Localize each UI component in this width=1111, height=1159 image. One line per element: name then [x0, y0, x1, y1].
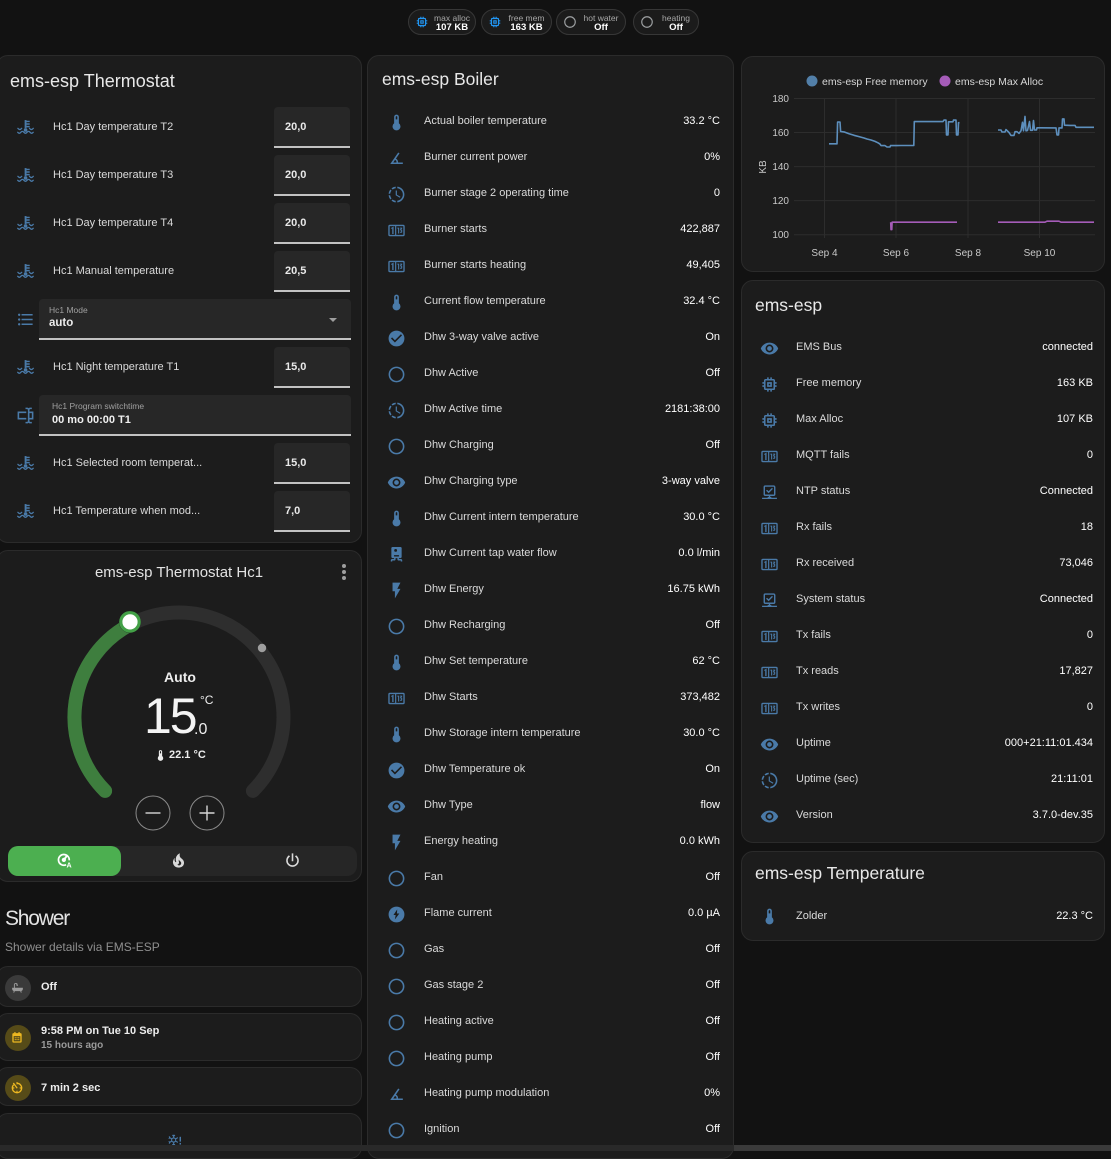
svg-text:A: A [67, 861, 72, 869]
svg-text:ems-esp Max Alloc: ems-esp Max Alloc [955, 76, 1043, 88]
svg-text:ems-esp Free memory: ems-esp Free memory [822, 76, 928, 88]
svg-text:Sep 10: Sep 10 [1024, 248, 1056, 259]
svg-text:Sep 6: Sep 6 [883, 248, 910, 259]
svg-text:100: 100 [772, 230, 789, 241]
svg-text:140: 140 [772, 162, 789, 173]
svg-text:120: 120 [772, 196, 789, 207]
svg-text:160: 160 [772, 128, 789, 139]
svg-text:KB: KB [758, 160, 769, 174]
svg-text:Sep 8: Sep 8 [955, 248, 982, 259]
svg-text:180: 180 [772, 94, 789, 105]
svg-text:Sep 4: Sep 4 [811, 248, 838, 259]
